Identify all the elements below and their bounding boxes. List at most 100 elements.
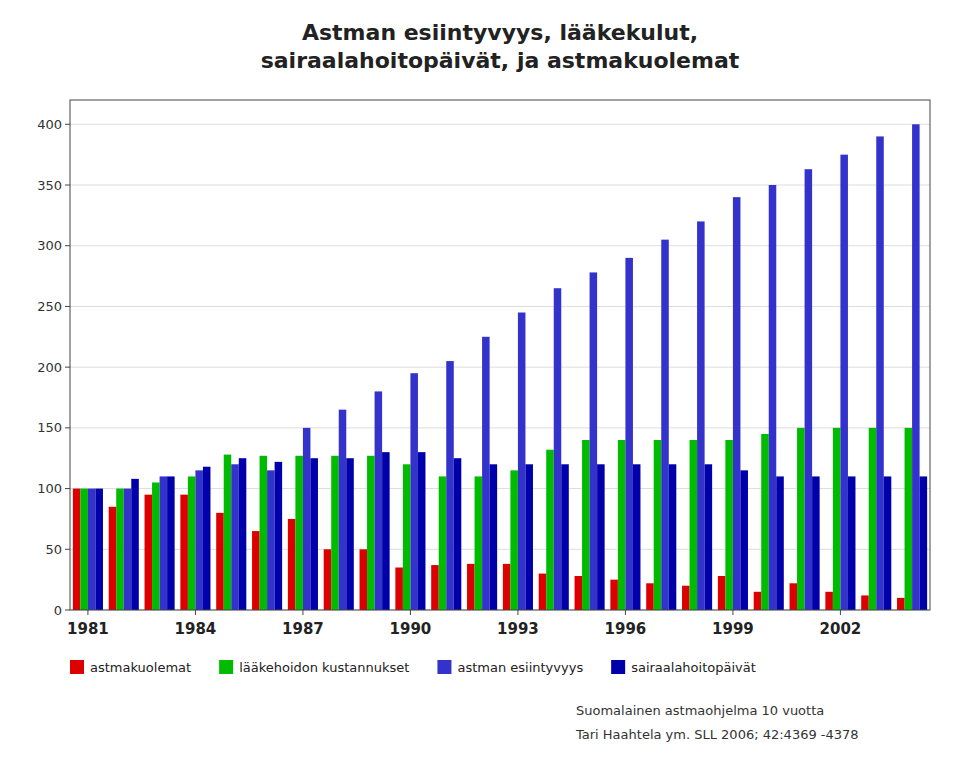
x-tick: [840, 610, 841, 615]
bar: [195, 470, 203, 610]
bar: [582, 440, 590, 610]
y-tick: [65, 367, 70, 368]
legend-swatch: [437, 660, 451, 674]
bar: [180, 495, 188, 610]
bar: [367, 456, 375, 610]
y-tick-label: 350: [37, 178, 62, 193]
y-axis: 050100150200250300350400: [37, 117, 930, 618]
bar: [825, 592, 833, 610]
title: Astman esiintyvyys, lääkekulut,sairaalah…: [261, 20, 740, 73]
grid-line: [70, 245, 930, 246]
bar: [554, 288, 562, 610]
legend-label: lääkehoidon kustannukset: [239, 660, 409, 675]
annotation: Suomalainen astmaohjelma 10 vuotta: [576, 703, 824, 718]
bar: [310, 458, 318, 610]
legend-swatch: [70, 660, 84, 674]
bar: [116, 489, 124, 610]
bar: [861, 595, 869, 610]
y-tick-label: 150: [37, 420, 62, 435]
grid-line: [70, 306, 930, 307]
bar: [224, 455, 232, 610]
bar: [840, 155, 848, 610]
bar: [439, 476, 447, 610]
bar: [705, 464, 713, 610]
y-tick: [65, 245, 70, 246]
bar: [403, 464, 411, 610]
bar: [145, 495, 153, 610]
x-tick-label: 2002: [820, 620, 862, 638]
bar: [682, 586, 690, 610]
y-tick: [65, 427, 70, 428]
bar: [740, 470, 748, 610]
bar: [109, 507, 117, 610]
bar: [884, 476, 892, 610]
bar: [805, 169, 813, 610]
y-tick: [65, 549, 70, 550]
y-tick-label: 0: [54, 603, 62, 618]
bar: [510, 470, 518, 610]
bar: [303, 428, 311, 610]
bar: [618, 440, 626, 610]
y-tick-label: 250: [37, 299, 62, 314]
bar: [848, 476, 856, 610]
legend: astmakuolematlääkehoidon kustannuksetast…: [70, 660, 756, 675]
x-tick-label: 1984: [175, 620, 217, 638]
x-tick: [732, 610, 733, 615]
y-tick-label: 400: [37, 117, 62, 132]
x-tick-label: 1987: [282, 620, 324, 638]
bar: [88, 489, 96, 610]
bar: [124, 489, 132, 610]
bar: [216, 513, 224, 610]
bar: [503, 564, 511, 610]
bar: [561, 464, 569, 610]
y-tick-label: 200: [37, 360, 62, 375]
bar: [324, 549, 332, 610]
bar: [73, 489, 81, 610]
bar: [539, 574, 547, 610]
x-tick-label: 1981: [67, 620, 109, 638]
bar: [346, 458, 354, 610]
bar: [239, 458, 247, 610]
bar: [490, 464, 498, 610]
bar: [761, 434, 769, 610]
grid-line: [70, 367, 930, 368]
series: [95, 452, 927, 610]
y-tick: [65, 306, 70, 307]
bar: [546, 450, 554, 610]
bars: [73, 124, 927, 610]
bar: [754, 592, 762, 610]
title-line: sairaalahoitopäivät, ja astmakuolemat: [261, 48, 740, 73]
x-tick: [517, 610, 518, 615]
y-tick: [65, 124, 70, 125]
bar: [231, 464, 239, 610]
bar: [769, 185, 777, 610]
bar: [252, 531, 260, 610]
bar: [160, 476, 168, 610]
x-tick: [195, 610, 196, 615]
bar: [267, 470, 275, 610]
bar: [797, 428, 805, 610]
bar: [897, 598, 905, 610]
bar: [382, 452, 390, 610]
bar: [275, 462, 283, 610]
x-tick: [302, 610, 303, 615]
y-tick-label: 100: [37, 481, 62, 496]
y-tick-label: 300: [37, 238, 62, 253]
bar: [876, 136, 884, 610]
bar: [669, 464, 677, 610]
bar: [375, 391, 383, 610]
bar: [131, 479, 139, 610]
bar: [790, 583, 798, 610]
bar: [295, 456, 303, 610]
bar: [776, 476, 784, 610]
bar: [95, 489, 103, 610]
bar: [812, 476, 820, 610]
bar: [331, 456, 339, 610]
bar: [725, 440, 733, 610]
chart: Astman esiintyvyys, lääkekulut,sairaalah…: [0, 0, 960, 781]
bar: [697, 221, 705, 610]
bar: [718, 576, 726, 610]
bar: [654, 440, 662, 610]
x-tick: [625, 610, 626, 615]
bar: [395, 568, 403, 611]
